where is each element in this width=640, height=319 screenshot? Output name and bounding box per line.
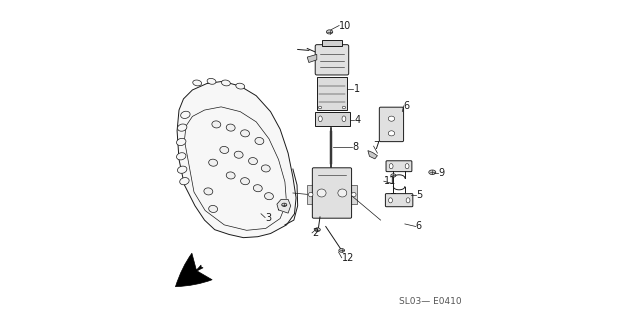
Ellipse shape	[391, 174, 396, 177]
Ellipse shape	[317, 189, 326, 197]
Ellipse shape	[319, 116, 322, 122]
Ellipse shape	[234, 151, 243, 158]
Ellipse shape	[255, 137, 264, 145]
Text: 10: 10	[339, 20, 351, 31]
Ellipse shape	[209, 159, 218, 166]
Text: FR.: FR.	[183, 272, 202, 283]
Text: 7: 7	[374, 141, 380, 151]
Ellipse shape	[282, 203, 287, 206]
Text: 2: 2	[312, 228, 318, 238]
Ellipse shape	[226, 124, 235, 131]
Polygon shape	[307, 54, 317, 63]
Text: 3: 3	[265, 212, 271, 223]
FancyBboxPatch shape	[312, 168, 351, 218]
Polygon shape	[177, 81, 296, 238]
Text: 5: 5	[416, 190, 422, 200]
Ellipse shape	[429, 170, 436, 174]
FancyBboxPatch shape	[316, 45, 349, 75]
Ellipse shape	[241, 178, 250, 185]
Ellipse shape	[342, 106, 346, 109]
Text: 4: 4	[354, 115, 360, 125]
Ellipse shape	[388, 198, 392, 203]
Ellipse shape	[177, 166, 187, 173]
Ellipse shape	[241, 130, 250, 137]
Bar	[317, 77, 347, 110]
Text: 12: 12	[342, 253, 354, 263]
Text: 6: 6	[404, 101, 410, 111]
Bar	[321, 40, 342, 46]
Polygon shape	[368, 151, 378, 159]
Ellipse shape	[177, 124, 187, 131]
Ellipse shape	[338, 189, 347, 197]
Ellipse shape	[342, 116, 346, 122]
FancyBboxPatch shape	[386, 161, 412, 172]
Ellipse shape	[261, 165, 270, 172]
Ellipse shape	[248, 158, 257, 165]
Bar	[307, 185, 314, 204]
Text: SL03— E0410: SL03— E0410	[399, 297, 461, 306]
Ellipse shape	[221, 80, 230, 86]
Ellipse shape	[388, 116, 395, 121]
Ellipse shape	[351, 192, 356, 197]
Bar	[315, 112, 349, 126]
Polygon shape	[277, 199, 291, 213]
Ellipse shape	[406, 198, 410, 203]
Ellipse shape	[180, 178, 189, 185]
FancyBboxPatch shape	[385, 194, 413, 207]
Ellipse shape	[319, 106, 321, 109]
Ellipse shape	[193, 80, 202, 86]
Ellipse shape	[264, 193, 273, 200]
Ellipse shape	[226, 172, 235, 179]
Ellipse shape	[315, 228, 320, 232]
Ellipse shape	[253, 185, 262, 192]
Ellipse shape	[405, 164, 409, 169]
Ellipse shape	[204, 188, 212, 195]
Ellipse shape	[339, 249, 344, 252]
Ellipse shape	[308, 192, 313, 197]
Ellipse shape	[212, 121, 221, 128]
Ellipse shape	[207, 78, 216, 84]
Ellipse shape	[388, 131, 395, 136]
Ellipse shape	[177, 153, 186, 160]
Ellipse shape	[220, 146, 228, 153]
Ellipse shape	[177, 138, 186, 145]
Ellipse shape	[209, 205, 218, 212]
Ellipse shape	[389, 164, 393, 169]
Text: 6: 6	[416, 221, 422, 232]
Text: 8: 8	[352, 142, 358, 152]
Text: 9: 9	[438, 168, 444, 178]
Ellipse shape	[326, 30, 333, 34]
Text: 1: 1	[353, 84, 360, 94]
Bar	[350, 185, 357, 204]
FancyBboxPatch shape	[380, 107, 404, 142]
Ellipse shape	[236, 83, 244, 89]
Ellipse shape	[180, 111, 190, 118]
Text: 11: 11	[384, 176, 396, 186]
